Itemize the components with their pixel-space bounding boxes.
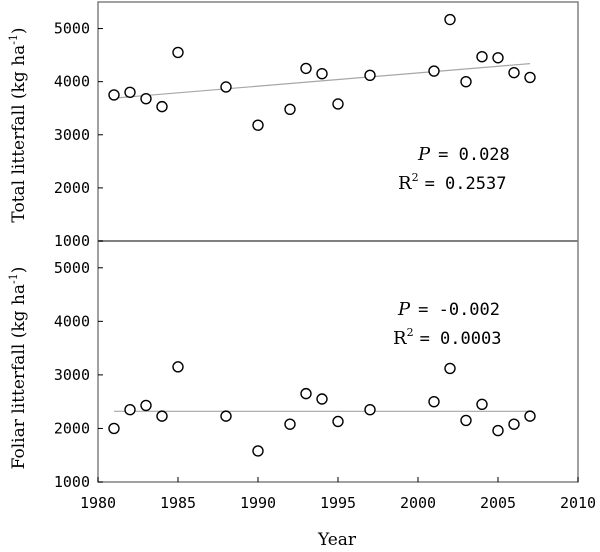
foliar-data-point (332, 415, 344, 428)
total-data-point (316, 67, 328, 80)
foliar-litterfall-panel: 1000 2000 3000 4000 5000 (54, 259, 536, 491)
total-data-point (476, 51, 488, 63)
foliar-p-annotation: P = -0.002 (397, 299, 500, 320)
foliar-data-point (300, 387, 312, 400)
total-p-annotation: P = 0.028 (417, 144, 510, 165)
total-data-point (108, 89, 120, 101)
total-data-point (220, 81, 232, 93)
total-r2-annotation: R2 = 0.2537 (398, 171, 506, 194)
total-litterfall-ylabel: Total litterfall (kg ha-1) (7, 27, 29, 222)
total-ytick-label: 1000 (54, 232, 90, 250)
total-data-point (252, 119, 264, 131)
x-tick-label: 1990 (240, 494, 276, 512)
x-tick-label: 2005 (480, 494, 516, 512)
foliar-data-point (156, 410, 168, 422)
foliar-data-point (364, 404, 376, 416)
foliar-ytick-label: 5000 (54, 259, 90, 277)
foliar-data-point (284, 418, 296, 430)
foliar-data-point (220, 410, 232, 422)
foliar-data-point (428, 395, 440, 408)
total-data-point (140, 92, 152, 105)
total-data-point (124, 86, 136, 98)
total-data-point (428, 65, 440, 77)
total-data-point (364, 69, 376, 81)
total-data-point (300, 62, 312, 75)
foliar-data-point (444, 362, 456, 375)
foliar-ytick-label: 4000 (54, 312, 90, 330)
x-tick-label: 2000 (400, 494, 436, 512)
total-trend-line (113, 63, 531, 99)
foliar-data-point (524, 410, 536, 422)
foliar-litterfall-ylabel: Foliar litterfall (kg ha-1) (7, 267, 29, 470)
x-axis: 1980 1985 1990 1995 2000 2005 2010 (80, 477, 596, 512)
x-axis-title: Year (317, 530, 357, 550)
x-tick-label: 1985 (160, 494, 196, 512)
foliar-ytick-label: 1000 (54, 473, 90, 491)
total-ytick-label: 3000 (54, 126, 90, 144)
total-ytick-label: 2000 (54, 179, 90, 197)
total-data-point (284, 103, 296, 115)
total-ytick-label: 4000 (54, 73, 90, 91)
foliar-data-point (492, 424, 504, 437)
total-data-point (460, 75, 472, 88)
foliar-data-point (172, 361, 184, 373)
total-data-point (172, 46, 184, 59)
foliar-data-point (460, 414, 472, 427)
total-ytick-label: 5000 (54, 20, 90, 38)
foliar-data-point (252, 445, 264, 457)
x-tick-label: 2010 (560, 494, 596, 512)
foliar-r2-annotation: R2 = 0.0003 (393, 326, 501, 349)
x-tick-label: 1980 (80, 494, 116, 512)
foliar-data-point (316, 393, 328, 405)
total-data-point (444, 13, 456, 26)
foliar-ytick-label: 3000 (54, 366, 90, 384)
total-data-point (508, 66, 520, 79)
total-litterfall-panel: 1000 2000 3000 4000 5000 (54, 13, 536, 250)
total-data-point (156, 100, 168, 113)
foliar-data-point (124, 404, 136, 416)
foliar-data-point (476, 398, 488, 411)
foliar-data-point (140, 399, 152, 412)
x-tick-label: 1995 (320, 494, 356, 512)
total-data-point (492, 52, 504, 64)
foliar-data-point (108, 422, 120, 435)
total-data-point (524, 71, 536, 84)
total-data-point (332, 98, 344, 110)
foliar-data-point (508, 418, 520, 430)
foliar-ytick-label: 2000 (54, 419, 90, 437)
